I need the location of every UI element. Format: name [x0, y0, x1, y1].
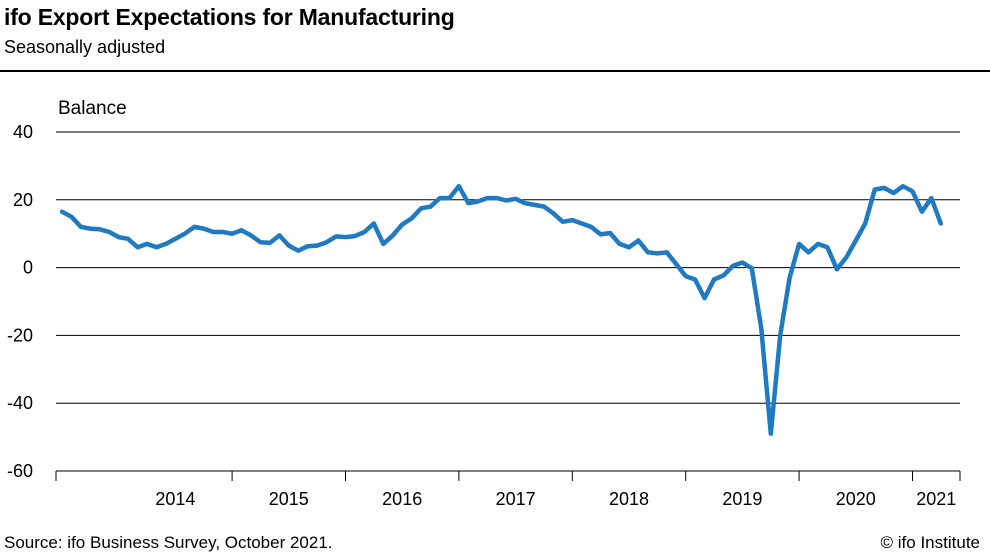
y-tick-label: 40	[13, 122, 33, 142]
x-tick-label: 2015	[269, 489, 309, 509]
x-tick-label: 2019	[722, 489, 762, 509]
gridlines	[56, 131, 960, 472]
title-divider	[0, 70, 990, 72]
x-tick-label: 2016	[382, 489, 422, 509]
y-tick-label: -60	[7, 461, 33, 481]
copyright-note: © ifo Institute	[880, 533, 980, 552]
chart-subtitle: Seasonally adjusted	[4, 37, 166, 57]
x-axis: 2014 2015 2016 2017 2018 2019 2020 2021	[55, 471, 961, 509]
y-tick-label: 20	[13, 190, 33, 210]
chart-title: ifo Export Expectations for Manufacturin…	[4, 4, 455, 30]
y-axis-label: Balance	[58, 98, 127, 119]
series-layer	[59, 183, 944, 436]
y-tick-label: -20	[7, 325, 33, 345]
x-tick-label: 2020	[836, 489, 876, 509]
x-tick-label: 2014	[155, 489, 195, 509]
x-tick-label: 2018	[609, 489, 649, 509]
y-tick-label: -40	[7, 393, 33, 413]
y-tick-label: 0	[23, 258, 33, 278]
x-tick-label: 2017	[496, 489, 536, 509]
y-tick-labels: 40 20 0 -20 -40 -60	[7, 122, 33, 481]
x-tick-label: 2021	[916, 489, 956, 509]
source-note: Source: ifo Business Survey, October 202…	[4, 533, 333, 552]
series-line	[59, 183, 944, 436]
